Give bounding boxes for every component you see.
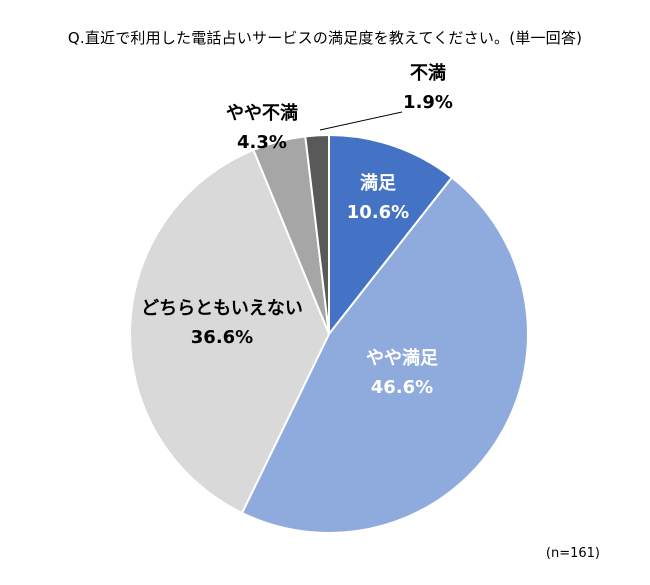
slice-name: やや不満 [226, 103, 298, 124]
slice-percent: 10.6% [346, 201, 410, 223]
label-dochira-tomo-ienai: どちらともいえない 36.6% [141, 295, 303, 353]
slice-percent: 1.9% [403, 91, 453, 113]
leader-line-fuman [319, 111, 403, 131]
sample-size-note: (n=161) [545, 546, 600, 561]
label-fuman: 不満 1.9% [403, 60, 453, 118]
chart-title: Q.直近で利用した電話占いサービスの満足度を教えてください。(単一回答) [67, 29, 583, 47]
pie-slice-4 [304, 134, 330, 335]
slice-percent: 4.3% [237, 131, 287, 153]
slice-name: やや満足 [366, 348, 438, 369]
slice-name: 満足 [359, 173, 396, 194]
slice-percent: 36.6% [190, 326, 254, 348]
pie-slice-0 [328, 134, 453, 335]
label-yaya-manzoku: やや満足 46.6% [366, 345, 438, 403]
label-manzoku: 満足 10.6% [347, 170, 409, 228]
slice-name: どちらともいえない [141, 298, 303, 319]
pie-slice-1 [241, 176, 529, 534]
pie-slices [128, 134, 529, 534]
label-yaya-fuman: やや不満 4.3% [226, 100, 298, 158]
pie-slice-2 [128, 148, 330, 514]
slice-percent: 46.6% [370, 376, 434, 398]
slice-name: 不満 [409, 63, 446, 84]
